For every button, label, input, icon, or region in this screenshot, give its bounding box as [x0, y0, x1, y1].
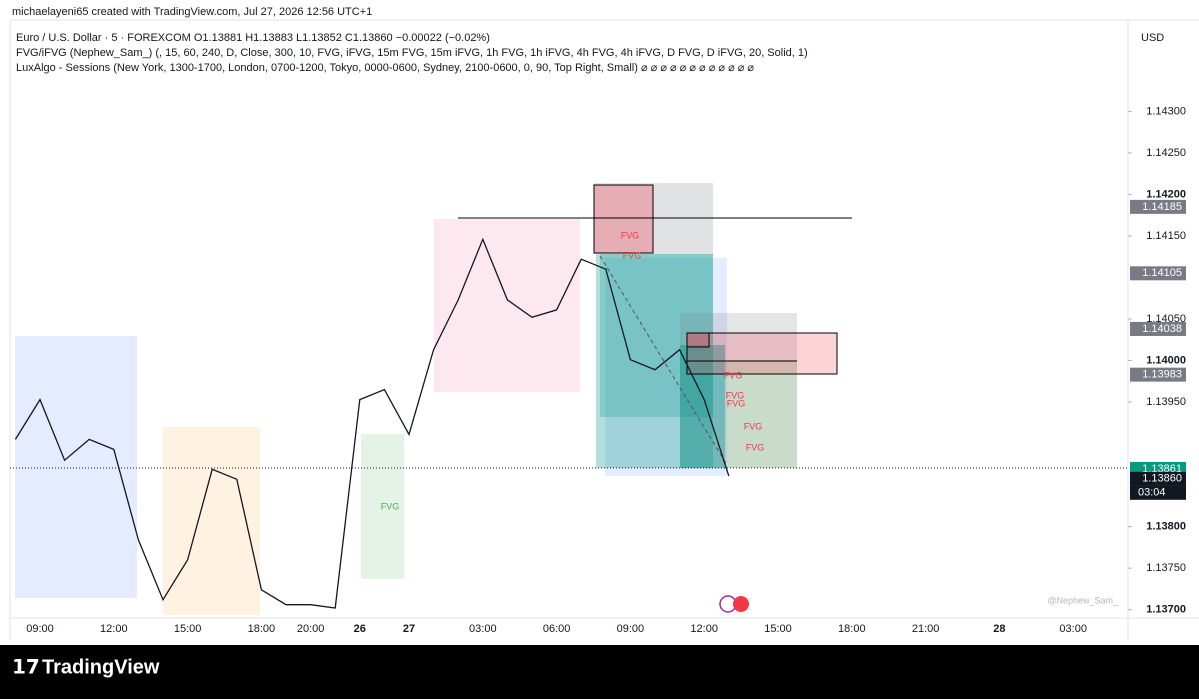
price-line: [14, 237, 730, 609]
x-tick-label: 21:00: [912, 623, 940, 635]
y-tick-label: 1.13700: [1146, 604, 1186, 616]
watermark: @Nephew_Sam_: [1047, 595, 1119, 605]
footer-bar: [0, 645, 1199, 694]
brand: TradingView: [42, 656, 160, 678]
x-tick-label: 28: [993, 623, 1005, 635]
y-tick-label: 1.14300: [1146, 105, 1186, 117]
x-tick-label: 03:00: [469, 623, 497, 635]
fvg-box: [686, 332, 838, 375]
x-tick-label: 26: [354, 623, 366, 635]
price-tag: [1130, 321, 1186, 336]
y-tick-label: 1.14250: [1146, 147, 1186, 159]
fvg-label: FVG: [623, 250, 642, 260]
x-tick-label: 20:00: [297, 623, 325, 635]
background: [0, 0, 1199, 645]
fvg-label: FVG: [381, 501, 400, 511]
currency[interactable]: USD: [1141, 32, 1164, 44]
fvg-label: FVG: [727, 398, 746, 408]
event-icon: [733, 596, 749, 612]
fvg-box: [593, 184, 654, 254]
session-box: [163, 427, 260, 615]
price-tag-label: 1.13983: [1142, 369, 1182, 381]
x-tick-label: 03:00: [1059, 623, 1087, 635]
price-tag-label: 1.14038: [1142, 323, 1182, 335]
price-tag-label: 1.14185: [1142, 201, 1182, 213]
fvg-label: FVG: [724, 370, 743, 380]
x-tick-label: 18:00: [838, 623, 866, 635]
fvg-box: [361, 434, 404, 579]
session-box: [434, 219, 580, 392]
fvg-box: [725, 360, 797, 468]
legend-line: LuxAlgo - Sessions (New York, 1300-1700,…: [16, 62, 754, 74]
countdown-box: [1130, 485, 1186, 500]
y-tick-label: 1.14000: [1146, 354, 1186, 366]
x-tick-label: 09:00: [26, 623, 54, 635]
session-box: [605, 258, 727, 476]
session-box: [15, 336, 137, 598]
x-tick-label: 15:00: [764, 623, 792, 635]
price-tag: [1130, 266, 1186, 281]
legend-line: FVG/iFVG (Nephew_Sam_) (, 15, 60, 240, D…: [16, 47, 808, 59]
x-tick-label: 06:00: [543, 623, 571, 635]
y-tick-label: 1.13750: [1146, 562, 1186, 574]
y-tick-label: 1.14200: [1146, 188, 1186, 200]
fvg-label: FVG: [744, 421, 763, 431]
price-tag-label: 1.13860: [1142, 473, 1182, 485]
legend-line: Euro / U.S. Dollar · 5 · FOREXCOM O1.138…: [16, 32, 490, 44]
fvg-box: [600, 254, 713, 417]
price-tag: [1130, 367, 1186, 382]
fvg-label: FVG: [726, 390, 745, 400]
price-tag-label: 1.14105: [1142, 267, 1182, 279]
credit: michaelayeni65 created with TradingView.…: [12, 6, 372, 18]
price-tag: [1130, 199, 1186, 214]
logo-mark: 𝟭𝟳: [12, 656, 40, 678]
fvg-box: [686, 332, 710, 348]
x-tick-label: 12:00: [100, 623, 128, 635]
y-tick-label: 1.13950: [1146, 396, 1186, 408]
trend-line: [599, 255, 728, 466]
price-tag: [1130, 471, 1186, 486]
x-tick-label: 09:00: [617, 623, 645, 635]
countdown: 03:04: [1138, 487, 1166, 499]
y-tick-label: 1.14050: [1146, 313, 1186, 325]
y-tick-label: 1.14150: [1146, 230, 1186, 242]
x-tick-label: 18:00: [248, 623, 276, 635]
fvg-label: FVG: [621, 230, 640, 240]
y-tick-label: 1.13800: [1146, 521, 1186, 533]
fvg-label: FVG: [746, 442, 765, 452]
x-tick-label: 27: [403, 623, 415, 635]
x-tick-label: 15:00: [174, 623, 202, 635]
x-tick-label: 12:00: [690, 623, 718, 635]
